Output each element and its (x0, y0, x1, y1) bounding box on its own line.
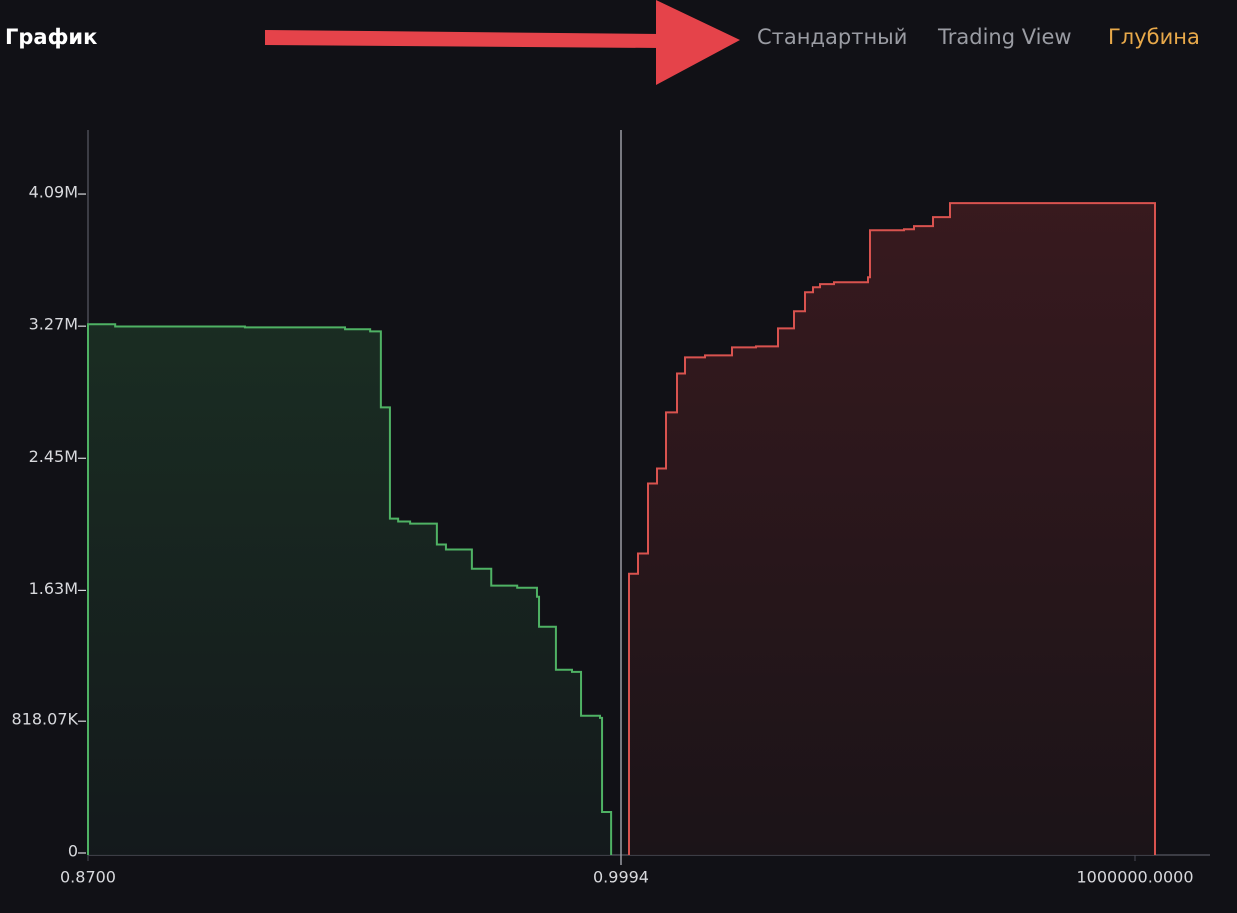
depth-line (627, 202, 1156, 855)
red-arrow (265, 0, 740, 85)
y-tick-label: 818.07K (12, 710, 79, 729)
x-tick-label: 0.9994 (593, 868, 649, 887)
x-tick-label: 1000000.0000 (1076, 868, 1193, 887)
y-tick-label: 4.09M (29, 183, 78, 202)
plot: 0 818.07K 1.63M 2.45M 3.27M 4.09M 0.8700 0.9994… (12, 130, 1210, 887)
tab[interactable]: Trading View (937, 25, 1072, 49)
y-tick-label: 2.45M (29, 447, 78, 466)
depth-line (87, 323, 613, 855)
chart-header: График (5, 25, 97, 49)
y-tick-label: 3.27M (29, 315, 78, 334)
y-tick-label: 1.63M (29, 579, 78, 598)
tab[interactable]: Стандартный (757, 25, 907, 49)
depth-fill (628, 203, 1155, 856)
tab-active[interactable]: Глубина (1108, 25, 1200, 49)
x-tick-label: 0.8700 (60, 868, 116, 887)
depth-fill (88, 324, 612, 855)
y-tick-label: 0 (68, 842, 78, 861)
